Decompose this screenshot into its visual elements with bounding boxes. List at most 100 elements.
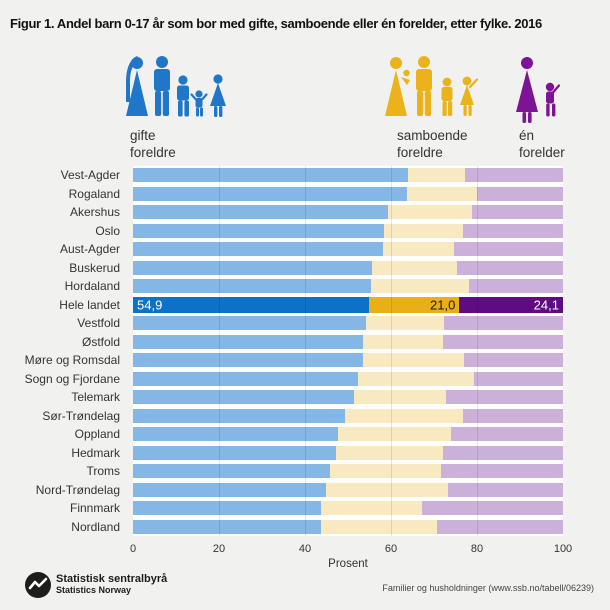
category-label: Akershus [69,205,120,219]
stacked-bar [133,390,563,405]
chart-row: Oslo [0,222,563,241]
bar-segment-en-forelder [443,334,563,349]
bar-segment-samboende-foreldre [371,260,457,275]
stacked-bar: 54,9 21,0 24,1 [133,296,563,313]
x-tick-label: 100 [553,543,573,555]
bar-segment-samboende-foreldre [387,205,472,220]
value-label: 21,0 [430,297,456,313]
bar-track [133,259,563,278]
chart-row: Sør-Trøndelag [0,407,563,426]
bar-track [133,240,563,259]
bar-segment-en-forelder [476,186,563,201]
gridline [391,166,392,536]
chart-row: Nordland [0,518,563,537]
gridline [219,166,220,536]
chart-row: Troms [0,462,563,481]
bar-segment-en-forelder [446,390,563,405]
stacked-bar [133,260,563,275]
bar-track [133,388,563,407]
bar-segment-en-forelder [456,260,563,275]
stacked-bar [133,501,563,516]
chart-row: Finnmark [0,499,563,518]
gridline [305,166,306,536]
bar-track [133,314,563,333]
category-label: Vest-Agder [60,168,120,182]
bar-segment-samboende-foreldre [363,353,465,368]
bar-track [133,425,563,444]
legend-label-line: foreldre [397,145,443,160]
chart-row: Østfold [0,333,563,352]
stacked-bar [133,316,563,331]
org-name: Statistisk sentralbyrå Statistics Norway [56,573,167,596]
bar-segment-gifte-foreldre [133,223,384,238]
figure-title: Figur 1. Andel barn 0-17 år som bor med … [10,16,542,31]
bar-segment-en-forelder [471,205,563,220]
chart-row: Vest-Agder [0,166,563,185]
bar-segment-gifte-foreldre: 54,9 [133,296,370,313]
bar-segment-gifte-foreldre [133,408,345,423]
bar-segment-en-forelder [440,464,563,479]
source-note: Familier og husholdninger (www.ssb.no/ta… [382,583,594,593]
stacked-bar [133,519,563,534]
stacked-bar [133,186,563,201]
bar-segment-gifte-foreldre [133,464,330,479]
chart-row: Rogaland [0,185,563,204]
chart-row: Telemark [0,388,563,407]
bar-track [133,166,563,185]
bar-segment-samboende-foreldre [383,223,463,238]
bar-segment-gifte-foreldre [133,371,358,386]
bar-segment-en-forelder [443,316,563,331]
bar-segment-samboende-foreldre [320,519,437,534]
legend-label-line: én [519,128,535,143]
x-tick-label: 40 [298,543,312,555]
bar-segment-en-forelder [451,427,563,442]
bar-track [133,462,563,481]
bar-segment-samboende-foreldre [383,242,455,257]
bar-segment-samboende-foreldre [335,445,444,460]
stacked-bar [133,279,563,294]
bar-segment-gifte-foreldre [133,279,371,294]
bar-segment-samboende-foreldre [329,464,441,479]
bar-track [133,481,563,500]
bar-track [133,203,563,222]
chart-row: Akershus [0,203,563,222]
stacked-bar [133,242,563,257]
bar-segment-en-forelder [468,279,563,294]
chart-row: Hordaland [0,277,563,296]
stacked-bar [133,464,563,479]
legend-label-line: samboende [397,128,468,143]
bar-segment-samboende-foreldre [366,316,444,331]
bar-track [133,499,563,518]
category-label: Østfold [81,334,120,349]
bar-track [133,518,563,537]
chart-row: Oppland [0,425,563,444]
value-label: 24,1 [533,297,559,313]
bar-segment-gifte-foreldre [133,242,384,257]
bar-segment-gifte-foreldre [133,186,407,201]
bar-track [133,351,563,370]
stacked-bar [133,223,563,238]
bar-segment-en-forelder [462,223,563,238]
bar-track [133,333,563,352]
stacked-bar [133,427,563,442]
value-label: 54,9 [137,297,163,313]
x-tick-label: 20 [212,543,226,555]
org-name-no: Statistisk sentralbyrå [56,573,168,585]
category-label: Oppland [74,427,120,441]
chart-row: Nord-Trøndelag [0,481,563,500]
bar-segment-gifte-foreldre [133,501,321,516]
bar-segment-samboende-foreldre [408,168,465,183]
stacked-bar [133,371,563,386]
bar-segment-samboende-foreldre [338,427,452,442]
bar-segment-en-forelder [454,242,563,257]
bar-segment-samboende-foreldre [354,390,447,405]
category-label: Hordaland [64,279,120,293]
bar-segment-samboende-foreldre [406,186,477,201]
category-label: Møre og Romsdal [24,353,120,367]
legend-label-samboende-foreldre: samboende foreldre [397,127,468,161]
bar-segment-samboende-foreldre [326,482,449,497]
bar-track [133,277,563,296]
stacked-bar-chart: Vest-Agder Rogaland Akershus Oslo Aust-Agder… [0,166,610,610]
category-label: Sør-Trøndelag [42,408,120,423]
category-label: Telemark [71,390,120,404]
